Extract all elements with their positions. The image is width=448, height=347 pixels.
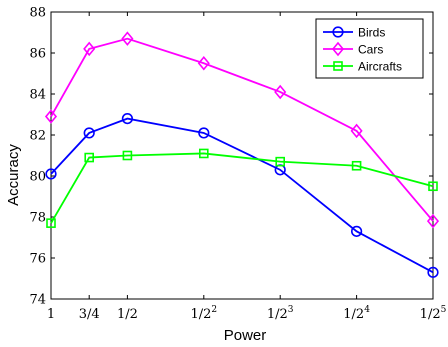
series-cars xyxy=(44,31,440,229)
data-point xyxy=(121,31,134,46)
y-tick-label: 88 xyxy=(29,6,46,21)
x-tick-label: 1/24 xyxy=(343,305,370,322)
data-point xyxy=(44,109,58,124)
x-tick-label: 1 xyxy=(47,307,55,322)
legend-marker xyxy=(331,41,345,57)
x-axis-title: Power xyxy=(224,327,267,344)
data-point xyxy=(199,148,209,159)
series-birds xyxy=(45,112,439,278)
y-axis-title: Accuracy xyxy=(5,144,22,206)
data-point xyxy=(83,41,96,57)
x-tick-label: 1/2 xyxy=(117,307,138,322)
data-point xyxy=(350,123,363,139)
data-point xyxy=(84,152,94,163)
series-line xyxy=(50,152,434,224)
data-point xyxy=(45,168,57,180)
y-tick-label: 82 xyxy=(29,129,46,144)
legend-label: Cars xyxy=(358,43,383,57)
plot-frame xyxy=(50,11,434,300)
data-point xyxy=(46,218,56,228)
series-aircrafts xyxy=(46,148,438,228)
data-point xyxy=(275,156,286,167)
legend-marker xyxy=(332,26,344,38)
x-tick-label: 3/4 xyxy=(79,307,100,322)
data-point xyxy=(428,181,438,192)
x-tick-label: 1/22 xyxy=(190,305,217,322)
data-point xyxy=(197,56,210,71)
data-point xyxy=(121,112,133,125)
data-point xyxy=(427,266,439,278)
legend-item: Cars xyxy=(323,41,383,57)
y-tick-label: 84 xyxy=(29,88,46,103)
series-line xyxy=(50,37,434,222)
legend: Birds Cars Aircrafts xyxy=(315,18,424,79)
legend-label: Aircrafts xyxy=(358,60,402,74)
data-point xyxy=(198,127,210,139)
data-point xyxy=(83,127,95,139)
data-point xyxy=(351,225,363,237)
legend-marker xyxy=(333,61,343,71)
legend-item: Birds xyxy=(323,26,385,40)
y-tick-label: 80 xyxy=(29,170,46,185)
data-point xyxy=(122,150,133,161)
axes: 74 76 78 80 82 84 86 88 1 3/4 1/2 1/22 1/23 1/24 1/25 xyxy=(29,6,446,323)
y-tick-label: 86 xyxy=(29,47,46,62)
data-point xyxy=(274,84,287,100)
y-tick-label: 74 xyxy=(29,293,46,308)
series-layer xyxy=(44,31,440,278)
y-tick-label: 78 xyxy=(29,211,46,226)
y-tick-label: 76 xyxy=(29,252,46,267)
x-tick-label: 1/25 xyxy=(420,305,447,322)
series-line xyxy=(50,117,434,274)
legend-item: Aircrafts xyxy=(323,60,402,74)
legend-label: Birds xyxy=(358,26,385,40)
data-point xyxy=(351,160,362,171)
x-tick-label: 1/23 xyxy=(267,305,294,322)
data-point xyxy=(426,213,440,229)
